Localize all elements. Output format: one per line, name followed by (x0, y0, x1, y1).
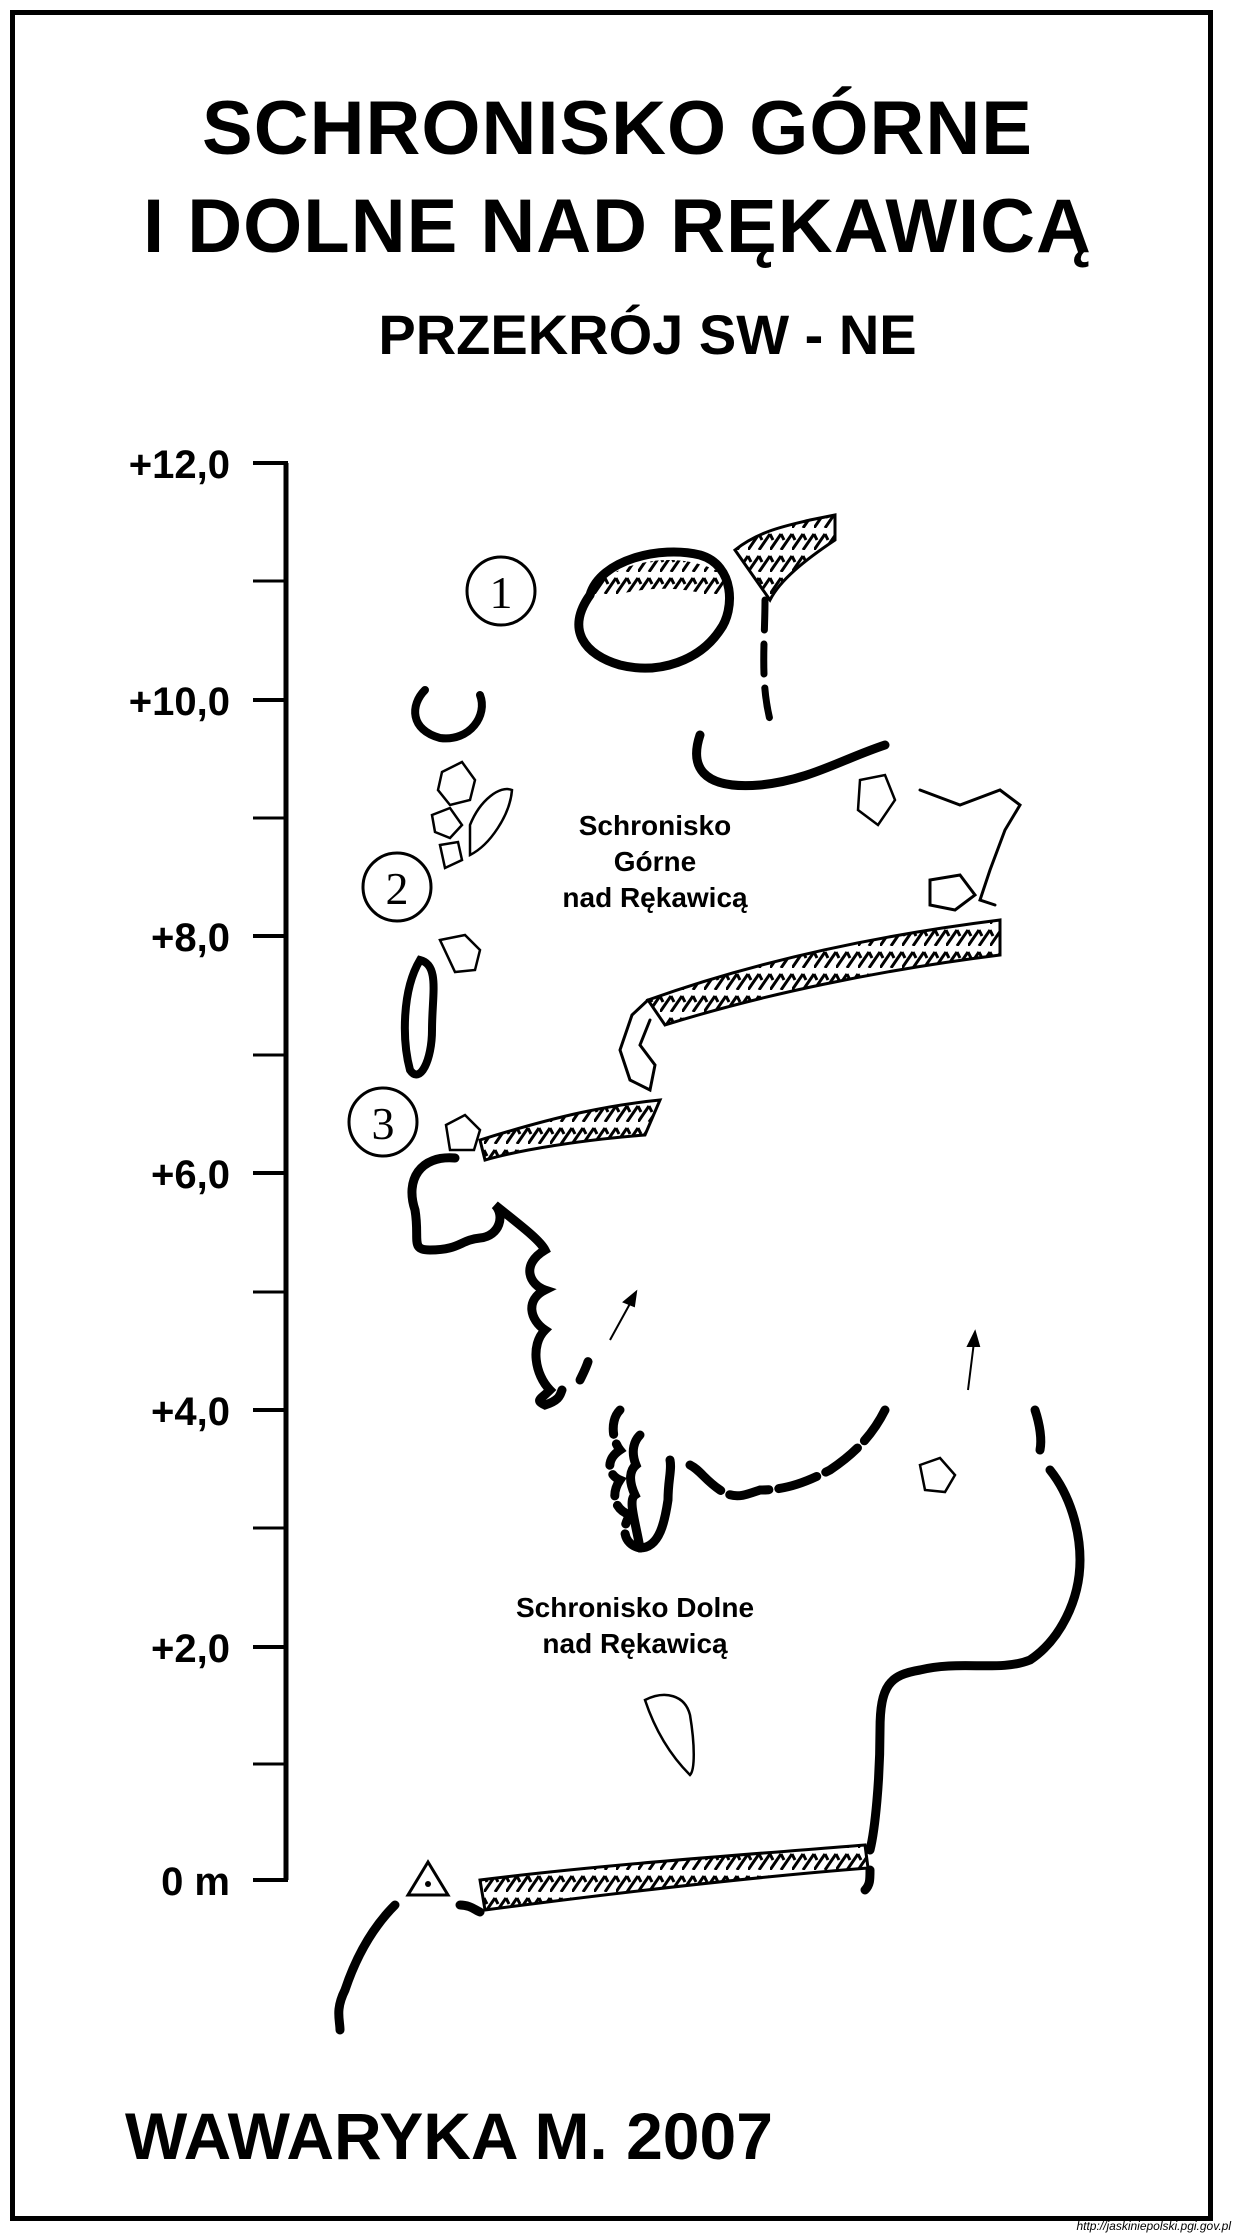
source-url: http://jaskiniepolski.pgi.gov.pl (1076, 2219, 1231, 2233)
upper-opening (574, 513, 837, 724)
upper-cave-outline (478, 730, 1022, 1162)
rocks (430, 760, 957, 1777)
scale-label-12: +12,0 (128, 443, 230, 487)
page-frame (10, 10, 1213, 2221)
left-wall-upper (400, 686, 486, 1079)
scale-label-8: +8,0 (151, 916, 230, 960)
upper-cave-label-line3: nad Rękawicą (562, 882, 748, 913)
marker-3: 3 (347, 1086, 419, 1158)
scale-bar (253, 461, 289, 1882)
svg-text:1: 1 (490, 567, 513, 618)
scale-label-10: +10,0 (128, 680, 230, 724)
scale-label-2: +2,0 (151, 1627, 230, 1671)
title-line-2: I DOLNE NAD RĘKAWICĄ (143, 184, 1092, 269)
title-line-1: SCHRONISKO GÓRNE (202, 86, 1033, 171)
lower-cave-label-line1: Schronisko Dolne (515, 1592, 755, 1623)
marker-2: 2 (361, 851, 433, 923)
datum-triangle-icon (405, 1859, 451, 1897)
marker-1: 1 (465, 555, 537, 627)
lower-cave-left-wall (407, 1153, 890, 1553)
lower-cave-floor (334, 1843, 870, 2035)
svg-text:3: 3 (372, 1098, 395, 1149)
upper-cave-label-line1: Schronisko (578, 810, 732, 841)
svg-text:2: 2 (386, 863, 409, 914)
upper-cave-label-line2: Górne (613, 846, 697, 877)
subtitle: PRZEKRÓJ SW - NE (378, 303, 917, 366)
direction-arrows (609, 1289, 981, 1391)
scale-label-4: +4,0 (151, 1390, 230, 1434)
upper-cave-label: Schronisko Górne nad Rękawicą (545, 808, 765, 916)
lower-cave-right-wall (860, 1405, 1085, 1895)
scale-label-6: +6,0 (151, 1153, 230, 1197)
lower-cave-label-line2: nad Rękawicą (542, 1628, 728, 1659)
author-credit: WAWARYKA M. 2007 (125, 2099, 773, 2173)
scale-label-0: 0 m (161, 1860, 230, 1904)
lower-cave-label: Schronisko Dolne nad Rękawicą (495, 1590, 775, 1662)
